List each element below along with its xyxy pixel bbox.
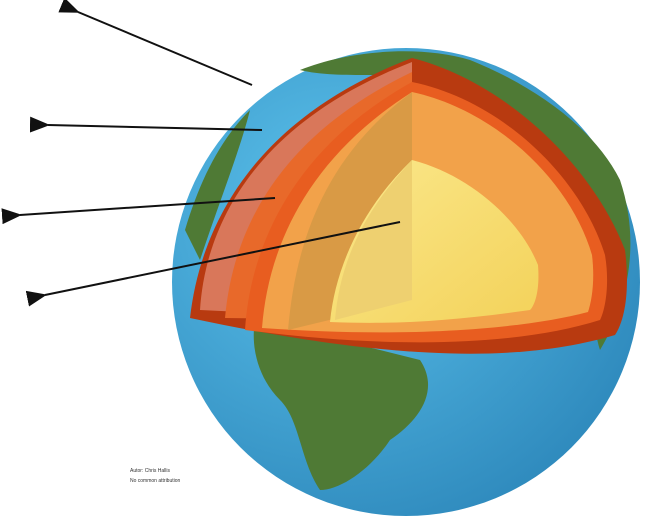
pointer-arrows: [1, 0, 401, 307]
credit-author: Autor: Chris Hallis: [130, 468, 171, 474]
inner-core-shade: [335, 160, 412, 320]
arrow: [58, 0, 253, 86]
arrow: [1, 197, 276, 225]
credit-license: No common attribution: [130, 478, 181, 484]
cutaway: [190, 58, 627, 354]
arrow: [29, 116, 263, 133]
arrow: [25, 221, 401, 307]
